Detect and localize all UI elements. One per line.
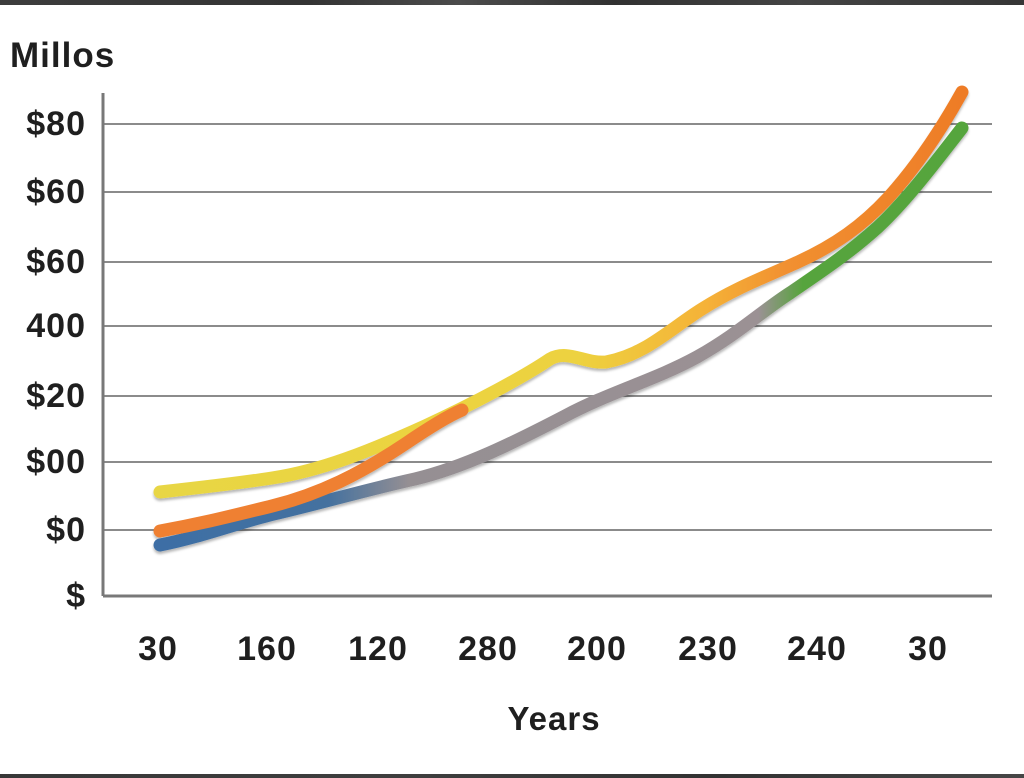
gridlines — [103, 123, 992, 531]
y-axis-tick-label: $80 — [26, 105, 86, 143]
y-axis-tick-label: 400 — [26, 307, 86, 345]
y-axis-tick-label: $20 — [26, 377, 86, 415]
bottom-edge-artifact — [0, 774, 1024, 778]
y-axis-tick-label: $0 — [46, 511, 86, 549]
x-axis-tick-label: 200 — [567, 630, 627, 668]
x-axis-tick-label: 120 — [348, 630, 408, 668]
y-axis-tick-label: $00 — [26, 443, 86, 481]
y-axis-tick-label: $60 — [26, 243, 86, 281]
x-axis-tick-label: 30 — [138, 630, 178, 668]
line-yellow-orange — [153, 85, 969, 499]
top-edge-artifact — [0, 0, 1024, 5]
chart-title: Millos — [10, 36, 116, 75]
x-axis-tick-label: 280 — [458, 630, 518, 668]
line-orange-left-segment — [153, 403, 469, 538]
x-axis-tick-label: 240 — [787, 630, 847, 668]
line-blue-gray-green — [153, 121, 969, 552]
x-axis-tick-label: 30 — [908, 630, 948, 668]
x-axis-title: Years — [507, 700, 601, 737]
y-axis-tick-label: $ — [66, 577, 86, 615]
x-axis-tick-label: 160 — [237, 630, 297, 668]
y-axis-tick-label: $60 — [26, 173, 86, 211]
axes-lines — [101, 93, 992, 598]
x-axis-tick-label: 230 — [678, 630, 738, 668]
